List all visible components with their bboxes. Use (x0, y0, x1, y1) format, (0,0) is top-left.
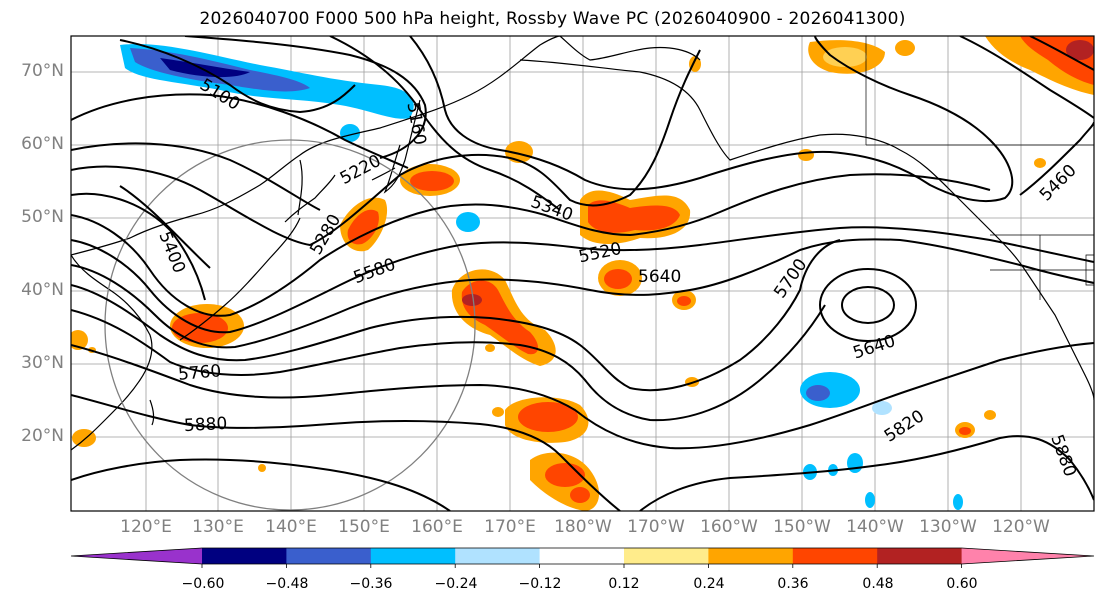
colorbar-tick-label: 0.48 (862, 576, 894, 592)
colorbar-tick-label: 0.24 (693, 576, 725, 592)
contour-label: 5880 (184, 414, 228, 436)
contour-label: 5580 (351, 255, 398, 289)
lat-label: 30°N (21, 353, 64, 373)
lon-label: 120°E (120, 517, 172, 537)
lon-label: 160°E (411, 517, 463, 537)
colorbar-tick-label: −0.12 (518, 576, 562, 592)
lon-label: 140°W (846, 517, 904, 537)
colorbar-segment (370, 548, 456, 564)
colorbar-tick-label: −0.36 (349, 576, 393, 592)
colorbar-segment (71, 548, 202, 564)
colorbar-segment (202, 548, 287, 564)
reference-circle (104, 139, 476, 511)
lon-label: 170°E (484, 517, 536, 537)
coastlines (71, 36, 1094, 451)
lat-label: 20°N (21, 426, 64, 446)
lat-label: 70°N (21, 61, 64, 81)
lat-label: 60°N (21, 134, 64, 154)
contour-label: 5400 (154, 229, 189, 277)
lon-label: 130°E (192, 517, 244, 537)
colorbar-tick-label: −0.48 (265, 576, 309, 592)
contour-label: 5640 (638, 267, 681, 287)
colorbar-segment (708, 548, 794, 564)
contour-label: 5880 (1046, 432, 1080, 479)
contour-label: 5760 (177, 361, 222, 385)
colorbar-tick-label: −0.24 (434, 576, 478, 592)
colorbar-segment (455, 548, 541, 564)
lon-label: 130°W (919, 517, 977, 537)
colorbar-segment (877, 548, 963, 564)
lon-label: 160°W (700, 517, 758, 537)
contour-label: 5640 (851, 331, 898, 363)
colorbar-tick-label: 0.12 (608, 576, 640, 592)
lon-label: 150°W (773, 517, 831, 537)
height-contours (71, 36, 1094, 511)
colorbar-tick-label: 0.60 (946, 576, 978, 592)
map-frame (70, 35, 1095, 512)
map-title: 2026040700 F000 500 hPa height, Rossby W… (199, 9, 906, 29)
lon-label: 180°W (554, 517, 612, 537)
lon-label: 120°W (992, 517, 1050, 537)
borders (865, 36, 1094, 300)
colorbar-segment (286, 548, 372, 564)
colorbar-segment (961, 548, 1094, 564)
anomaly-shading (71, 36, 1094, 511)
colorbar-tick-label: −0.60 (181, 576, 225, 592)
colorbar-segment (539, 548, 625, 564)
lon-label: 150°E (338, 517, 390, 537)
lon-label: 170°W (627, 517, 685, 537)
colorbar-segment (792, 548, 878, 564)
colorbar-segment (624, 548, 709, 564)
lat-label: 50°N (21, 207, 64, 227)
contour-label: 5220 (337, 151, 385, 189)
lon-label: 140°E (265, 517, 317, 537)
colorbar-tick-label: 0.36 (777, 576, 809, 592)
lat-label: 40°N (21, 280, 64, 300)
colorbar (70, 547, 1095, 568)
